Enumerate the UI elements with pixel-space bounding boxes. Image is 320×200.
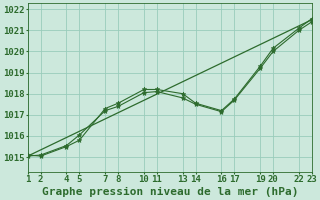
X-axis label: Graphe pression niveau de la mer (hPa): Graphe pression niveau de la mer (hPa) bbox=[42, 187, 298, 197]
